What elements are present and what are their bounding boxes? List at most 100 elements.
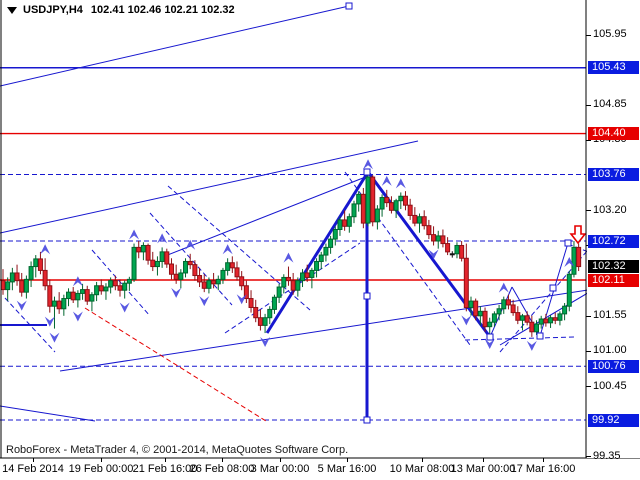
anchor-square[interactable]	[345, 2, 353, 10]
candle	[206, 280, 212, 289]
x-axis-tick	[222, 458, 223, 462]
y-axis-tick	[586, 386, 591, 388]
x-axis-tick	[543, 458, 544, 462]
fractal-down-icon	[428, 249, 439, 260]
candle	[300, 272, 306, 282]
x-axis-tick-label: 14 Feb 2014	[2, 463, 64, 475]
trend-line[interactable]	[91, 249, 151, 317]
anchor-square[interactable]	[363, 292, 371, 300]
price-level-badge: 100.76	[588, 359, 639, 373]
price-axis[interactable]	[587, 0, 640, 458]
trend-line[interactable]	[149, 212, 233, 306]
fractal-down-icon	[484, 338, 495, 349]
fractal-up-icon	[381, 175, 392, 186]
trend-line[interactable]	[159, 175, 369, 259]
candle	[454, 244, 460, 255]
candle	[75, 292, 81, 301]
candle	[28, 266, 34, 280]
candle	[318, 254, 324, 262]
candle	[295, 280, 301, 291]
anchor-square[interactable]	[564, 239, 572, 247]
candle	[440, 235, 446, 245]
x-axis-tick-label: 21 Feb 16:00	[132, 463, 198, 475]
sell-arrow-icon[interactable]	[569, 225, 587, 245]
candle	[201, 281, 207, 289]
candle	[412, 214, 418, 224]
trend-line[interactable]	[464, 336, 576, 341]
trend-line[interactable]	[0, 5, 350, 87]
fractal-up-icon	[363, 159, 374, 170]
x-axis-tick	[280, 458, 281, 462]
fractal-down-icon	[16, 300, 27, 311]
x-axis-tick	[347, 458, 348, 462]
y-axis-tick-label: 99.35	[593, 449, 621, 462]
trend-line[interactable]	[59, 281, 640, 372]
trend-line[interactable]	[0, 140, 419, 234]
candle	[421, 216, 427, 227]
candle	[482, 310, 488, 328]
y-axis-tick-label: 101.55	[593, 309, 627, 322]
candle	[267, 308, 273, 319]
candle	[576, 246, 582, 268]
candle	[257, 317, 263, 326]
candle	[356, 193, 362, 205]
candle	[309, 269, 315, 278]
candle	[70, 291, 76, 301]
price-level-badge: 102.72	[588, 234, 639, 248]
trend-line[interactable]	[0, 405, 96, 422]
candle	[61, 298, 67, 310]
trend-line[interactable]	[499, 221, 613, 353]
trend-line[interactable]	[84, 307, 267, 422]
y-axis-tick	[586, 210, 591, 212]
fractal-down-icon	[260, 337, 271, 348]
anchor-square[interactable]	[363, 168, 371, 176]
candle	[534, 323, 540, 333]
x-axis-tick	[483, 458, 484, 462]
fractal-down-icon	[236, 294, 247, 305]
fractal-down-icon	[171, 287, 182, 298]
candle	[173, 273, 179, 280]
candle	[477, 310, 483, 317]
fractal-up-icon	[129, 229, 140, 240]
candle	[56, 300, 62, 310]
trend-line[interactable]	[167, 185, 311, 311]
anchor-square[interactable]	[486, 333, 494, 341]
candle	[417, 216, 423, 224]
y-axis-tick	[586, 139, 591, 141]
candle	[468, 300, 474, 308]
candle	[183, 260, 189, 274]
candle	[346, 216, 352, 227]
candle	[225, 262, 231, 271]
candle	[239, 276, 245, 287]
fractal-down-icon	[199, 296, 210, 307]
candle	[164, 251, 170, 265]
candle	[281, 276, 287, 288]
candle	[314, 260, 320, 271]
impulse-line[interactable]	[265, 171, 370, 334]
candle	[487, 321, 493, 328]
fractal-up-icon	[185, 239, 196, 250]
candle	[243, 285, 249, 300]
anchor-square[interactable]	[363, 416, 371, 424]
time-axis[interactable]	[0, 459, 640, 480]
candle	[51, 300, 57, 307]
symbol-period-label: USDJPY,H4	[23, 4, 83, 16]
trend-line[interactable]	[4, 297, 56, 353]
candle	[89, 294, 95, 302]
fractal-up-icon	[395, 178, 406, 189]
fractal-up-icon	[40, 244, 51, 255]
price-level-badge: 102.32	[588, 260, 639, 274]
candle	[407, 204, 413, 216]
candle	[103, 286, 109, 292]
candle	[515, 312, 521, 321]
x-axis-tick-label: 26 Feb 08:00	[189, 463, 255, 475]
anchor-square[interactable]	[536, 332, 544, 340]
candle	[360, 193, 366, 224]
candle	[37, 258, 43, 271]
anchor-square[interactable]	[549, 284, 557, 292]
candle	[140, 244, 146, 253]
candle	[248, 298, 254, 308]
chart-title: USDJPY,H4 102.41 102.46 102.21 102.32	[7, 4, 235, 16]
price-level-badge: 99.92	[588, 413, 639, 427]
